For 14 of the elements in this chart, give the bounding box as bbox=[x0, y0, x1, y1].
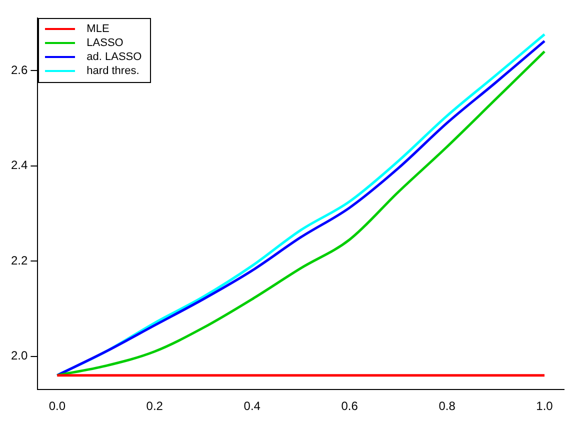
y-tick-label: 2.2 bbox=[10, 253, 28, 268]
x-tick-label: 0.0 bbox=[48, 399, 66, 414]
y-tick-label: 2.0 bbox=[10, 348, 28, 363]
y-tick-label: 2.4 bbox=[10, 158, 28, 172]
x-tick-label: 0.2 bbox=[146, 399, 164, 414]
x-tick-label: 1.0 bbox=[536, 399, 554, 414]
legend-label: LASSO bbox=[86, 37, 124, 50]
x-tick-label: 0.4 bbox=[244, 399, 261, 414]
legend-label: hard thres. bbox=[86, 65, 140, 78]
legend-label: ad. LASSO bbox=[86, 51, 142, 64]
x-tick-label: 0.6 bbox=[341, 399, 358, 414]
legend-label: MLE bbox=[86, 23, 110, 36]
y-tick-label: 2.6 bbox=[10, 62, 28, 77]
x-tick-label: 0.8 bbox=[438, 399, 456, 414]
